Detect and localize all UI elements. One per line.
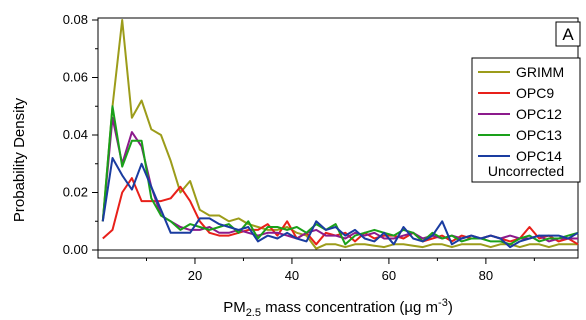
legend-label-opc9: OPC9 bbox=[516, 85, 554, 101]
y-tick-label: 0.04 bbox=[63, 127, 88, 142]
x-axis-title: PM2.5 mass concentration (µg m-3) bbox=[223, 297, 453, 319]
legend-label-opc13: OPC13 bbox=[516, 127, 562, 143]
x-axis-title-main: PM bbox=[223, 299, 246, 316]
x-axis-title-sub: 2.5 bbox=[246, 307, 261, 319]
y-axis-title: Probability Density bbox=[11, 97, 28, 222]
legend-items: GRIMM OPC9 OPC12 OPC13 OPC14 bbox=[478, 64, 564, 164]
legend-note: Uncorrected bbox=[488, 163, 564, 179]
x-tick-label: 20 bbox=[188, 268, 202, 283]
x-axis-title-end: ) bbox=[448, 299, 453, 316]
x-tick-label: 40 bbox=[285, 268, 299, 283]
x-axis-title-sup: -3 bbox=[438, 297, 448, 309]
panel-label: A bbox=[562, 25, 574, 44]
series-layer bbox=[101, 19, 579, 250]
y-tick-label: 0.00 bbox=[63, 242, 88, 257]
x-tick-label: 80 bbox=[479, 268, 493, 283]
x-tick-label: 60 bbox=[382, 268, 396, 283]
tick-labels-layer: 0.00 0.02 0.04 0.06 0.08 20 40 60 80 bbox=[63, 12, 535, 283]
series-line-opc14 bbox=[101, 157, 579, 249]
x-axis-title-rest: mass concentration (µg m bbox=[261, 299, 438, 316]
panel-label-box bbox=[555, 21, 581, 47]
legend-label-grimm: GRIMM bbox=[516, 64, 564, 80]
series-line-opc13 bbox=[101, 105, 579, 246]
legend-box bbox=[471, 57, 581, 183]
y-tick-label: 0.02 bbox=[63, 185, 88, 200]
legend-label-opc14: OPC14 bbox=[516, 148, 562, 164]
y-tick-label: 0.06 bbox=[63, 70, 88, 85]
y-tick-label: 0.08 bbox=[63, 12, 88, 27]
legend-label-opc12: OPC12 bbox=[516, 106, 562, 122]
legend: GRIMM OPC9 OPC12 OPC13 OPC14 Uncorrected bbox=[471, 57, 581, 183]
